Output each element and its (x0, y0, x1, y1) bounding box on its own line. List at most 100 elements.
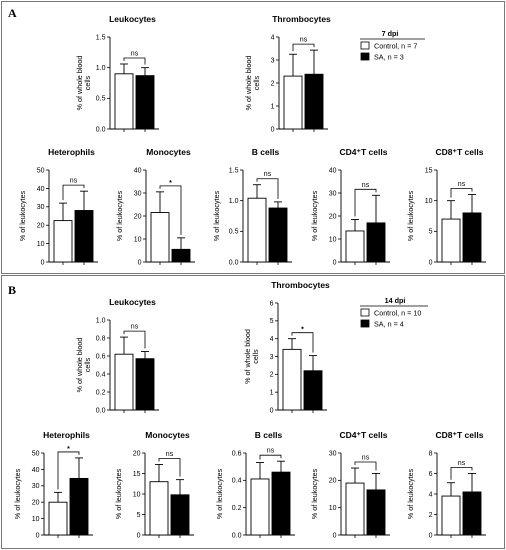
y-tick-label: 20 (133, 450, 141, 457)
bar-control (114, 353, 134, 411)
chart-title: CD8⁺T cells (436, 147, 484, 157)
chart-b-11: 0.0 0.2 0.4 0.6 % of leukocytes B cells ns (215, 430, 295, 539)
significance-label: ns (264, 171, 272, 178)
y-axis-label-line: cells (251, 349, 260, 364)
y-tick-label: 0.4 (96, 371, 106, 378)
significance-label: ns (131, 324, 139, 331)
chart-b-12: 0 10 20 30 % of leukocytes CD4⁺T cells ns (310, 430, 390, 539)
bar-sa (74, 210, 94, 263)
y-axis-label: % of leukocytes (212, 190, 221, 241)
legend-a-title: 7 dpi (382, 29, 399, 38)
chart-title: CD4⁺T cells (340, 147, 388, 157)
significance-bracket (292, 43, 315, 52)
y-axis-label: % of leukocytes (310, 190, 319, 241)
legend-a-control-swatch (360, 41, 370, 50)
chart-title: Thrombocytes (271, 280, 330, 290)
y-tick-label: 10 (329, 505, 337, 512)
legend-a: 7 dpi Control, n = 7 SA, n = 3 (360, 29, 425, 62)
significance-bracket (259, 454, 282, 460)
significance-bracket (450, 467, 473, 480)
y-tick-label: 0 (41, 259, 45, 266)
significance-bracket (62, 184, 85, 201)
significance-bracket (291, 332, 314, 353)
y-tick-label: 1.0 (229, 198, 239, 205)
y-tick-label: 5 (270, 318, 274, 325)
y-tick-label: 20 (37, 223, 45, 230)
y-tick-label: 2 (429, 512, 433, 519)
chart-a-3: 0 10 20 30 40 % of leukocytes Monocytes * (115, 147, 195, 266)
y-tick-label: 5 (137, 512, 141, 519)
legend-b-title: 14 dpi (385, 296, 406, 305)
chart-a-6: 0 5 10 15 % of leukocytes CD8⁺T cells ns (406, 147, 486, 266)
chart-title: Monocytes (145, 430, 190, 440)
y-tick-label: 4 (429, 491, 433, 498)
y-tick-label: 30 (37, 204, 45, 211)
y-tick-label: 0.8 (96, 335, 106, 342)
y-tick-label: 0.0 (96, 407, 106, 414)
significance-label: * (169, 180, 172, 187)
chart-title: Leukocytes (109, 297, 156, 307)
y-tick-label: 0 (270, 407, 274, 414)
chart-b-9: 0 10 20 30 40 50 % of leukocytes Heterophils * (13, 430, 93, 539)
y-tick-label: 0.5 (96, 96, 106, 103)
y-tick-label: 0.0 (232, 532, 242, 539)
y-axis-label: % of leukocytes (114, 468, 123, 519)
y-tick-label: 2 (271, 80, 275, 87)
y-tick-label: 30 (329, 190, 337, 197)
bar-control (282, 348, 302, 411)
chart-a-5: 0 10 20 30 40 % of leukocytes CD4⁺T cells ns (310, 147, 390, 266)
chart-b-10: 0 5 10 15 20 % of leukocytes Monocytes ns (114, 430, 194, 539)
bar-sa (135, 358, 155, 411)
y-tick-label: 0 (429, 259, 433, 266)
chart-a-2: 0 10 20 30 40 50 % of leukocytes Heterophils ns (18, 147, 98, 266)
bar-sa (170, 494, 190, 536)
y-tick-label: 0 (271, 126, 275, 133)
y-axis-label-line: cells (83, 75, 92, 90)
bar-control (150, 212, 170, 263)
significance-label: ns (166, 451, 174, 458)
legend-a-sa-swatch (360, 52, 370, 61)
bar-sa (462, 212, 482, 263)
y-tick-label: 8 (429, 450, 433, 457)
y-axis-label: % of leukocytes (215, 468, 224, 519)
y-axis-label: % of leukocytes (18, 190, 27, 241)
y-tick-label: 20 (329, 478, 337, 485)
bar-sa (366, 222, 386, 263)
bar-control (149, 481, 169, 536)
chart-b-8: 0 1 2 3 4 5 6 % of whole bloodcells Thrombocytes… (243, 280, 330, 414)
y-axis-label: % of whole bloodcells (75, 338, 92, 393)
y-axis-label: % of leukocytes (115, 190, 124, 241)
legend-b-control-label: Control, n = 10 (374, 309, 421, 318)
y-axis-label: % of whole bloodcells (243, 329, 260, 384)
chart-a-4: 0.0 0.5 1.0 1.5 % of leukocytes B cells ns (212, 147, 292, 266)
significance-label: ns (458, 181, 466, 188)
bar-sa (366, 489, 386, 536)
y-tick-label: 40 (37, 186, 45, 193)
y-axis-label: % of leukocytes (406, 468, 415, 519)
y-tick-label: 6 (429, 471, 433, 478)
y-tick-label: 20 (329, 213, 337, 220)
significance-label: ns (70, 178, 78, 185)
bar-control (345, 482, 365, 536)
y-tick-label: 10 (32, 516, 40, 523)
y-tick-label: 6 (270, 300, 274, 307)
y-tick-label: 0.0 (96, 126, 106, 133)
significance-label: ns (458, 460, 466, 467)
y-tick-label: 15 (133, 471, 141, 478)
y-tick-label: 0.2 (96, 389, 106, 396)
y-tick-label: 0.5 (229, 229, 239, 236)
significance-label: ns (131, 50, 139, 57)
y-tick-label: 0.6 (96, 353, 106, 360)
bar-control (441, 218, 461, 263)
significance-label: ns (362, 455, 370, 462)
chart-a-0: 0.0 0.5 1.0 1.5 % of whole bloodcells Leukocy… (75, 14, 159, 133)
significance-bracket (450, 188, 473, 198)
y-tick-label: 15 (425, 167, 433, 174)
charts-layer: 0.00.51.01.5% of whole bloodcellsLeukocy… (13, 14, 486, 539)
y-tick-label: 0 (333, 259, 337, 266)
y-axis-label: % of leukocytes (406, 190, 415, 241)
legend-a-control-label: Control, n = 7 (374, 42, 417, 51)
legend-b-sa-swatch (360, 319, 370, 328)
panel-a-label: A (8, 6, 17, 20)
y-axis-label-line: % of whole blood (243, 329, 252, 384)
